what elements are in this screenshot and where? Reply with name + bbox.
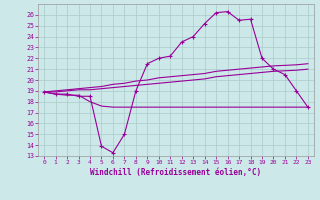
- X-axis label: Windchill (Refroidissement éolien,°C): Windchill (Refroidissement éolien,°C): [91, 168, 261, 177]
